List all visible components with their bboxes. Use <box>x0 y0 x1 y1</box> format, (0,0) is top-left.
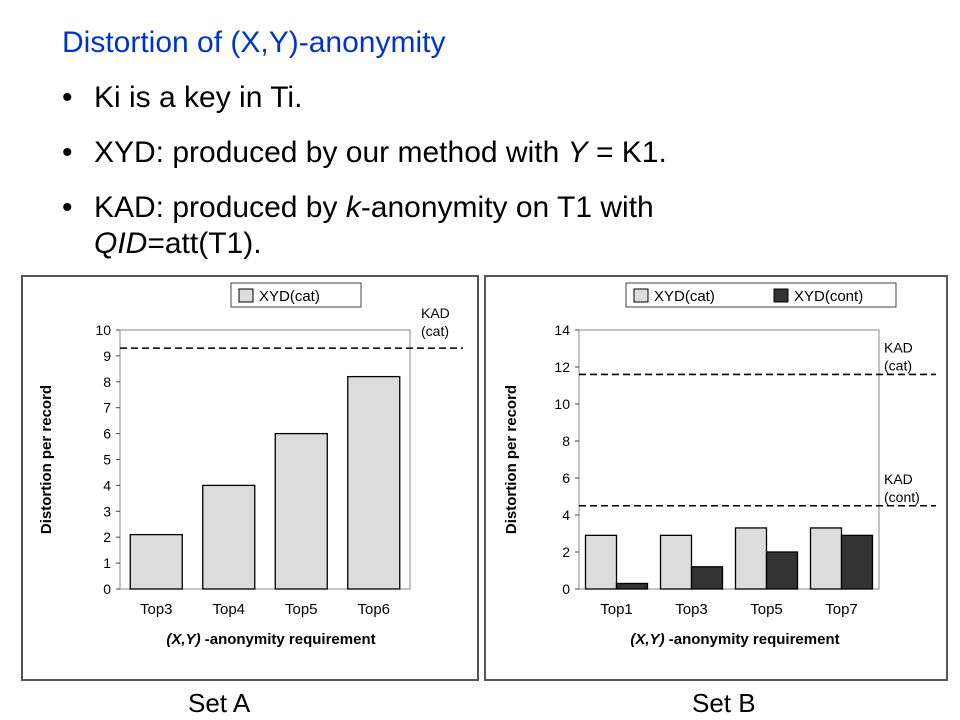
y-tick-label: 4 <box>562 507 570 523</box>
bar-top3-cont <box>690 566 724 590</box>
slide-title: Distortion of (X,Y)-anonymity <box>62 26 446 59</box>
y-tick-label: 1 <box>103 555 111 571</box>
bullet-1-text: Ki is a key in Ti. <box>94 81 303 114</box>
y-tick-label: 7 <box>103 400 111 416</box>
x-axis-label-italic: (X,Y) <box>166 631 200 648</box>
y-tick-label: 2 <box>103 529 111 545</box>
legend-entry-cat: XYD(cat) <box>259 288 320 305</box>
y-tick-label: 6 <box>103 426 111 442</box>
reference-label-kind: (cont) <box>884 489 920 505</box>
x-tick-label: Top3 <box>675 601 708 618</box>
bullet-list: • Ki is a key in Ti. • XYD: produced by ou… <box>62 80 667 281</box>
x-tick-label: Top7 <box>825 601 858 618</box>
x-axis-label: (X,Y) -anonymity requirement <box>166 631 375 648</box>
legend-swatch-cont <box>773 288 789 303</box>
y-tick-label: 9 <box>103 348 111 364</box>
x-tick-label: Top4 <box>212 601 245 618</box>
bar-top7-cont <box>840 534 874 590</box>
legend-entry-cat: XYD(cat) <box>654 288 715 305</box>
chart-panel-set-b: 0 2 4 6 8 10 12 14 Top1 Top3 Top5 Top7 KAD (cat) KAD (c… <box>484 275 948 681</box>
reference-label-kind: (cat) <box>421 323 449 339</box>
bullet-3-italic: k <box>345 191 361 224</box>
x-tick-label: Top6 <box>357 601 390 618</box>
x-axis-label-text: -anonymity requirement <box>665 631 840 648</box>
chart-panel-set-a: 0 1 2 3 4 5 6 7 8 9 10 Top3 Top4 Top5 Top6 KAD (cat) XYD(… <box>21 275 479 681</box>
x-axis-label: (X,Y) -anonymity requirement <box>630 631 839 648</box>
x-tick-label: Top1 <box>600 601 633 618</box>
plot-area <box>578 329 880 590</box>
y-axis-label: Distortion per record <box>503 385 520 534</box>
legend-entry-cont: XYD(cont) <box>794 288 863 305</box>
y-tick-label: 0 <box>562 581 570 597</box>
reference-label-kad: KAD <box>884 339 913 355</box>
y-tick-label: 0 <box>103 581 111 597</box>
y-tick-label: 12 <box>554 359 570 375</box>
bullet-3-line2-post: =att(T1). <box>147 227 262 260</box>
y-tick-label: 8 <box>562 433 570 449</box>
bar-top5-cat <box>274 432 328 590</box>
bar-top5-cont <box>765 551 799 590</box>
bar-top7-cat <box>809 527 843 590</box>
reference-label-kad: KAD <box>421 305 450 321</box>
bar-top1-cont <box>615 582 649 590</box>
bullet-3: • KAD: produced by k-anonymity on T1 with… <box>62 190 667 262</box>
bar-top6-cat <box>347 375 401 590</box>
y-tick-label: 8 <box>103 374 111 390</box>
bar-top3-cat <box>659 534 693 590</box>
legend-swatch-cat <box>633 288 649 303</box>
x-tick-label: Top3 <box>140 601 173 618</box>
bullet-2: • XYD: produced by our method with Y = K1… <box>62 136 667 169</box>
x-tick-label: Top5 <box>285 601 318 618</box>
chart-set-b: 0 2 4 6 8 10 12 14 Top1 Top3 Top5 Top7 KAD (cat) KAD (c… <box>503 282 936 648</box>
bar-top1-cat <box>584 534 618 590</box>
bullet-2-post: = K1. <box>587 136 667 169</box>
bar-top3-cat <box>129 533 183 590</box>
bullet-2-italic: Y <box>567 136 588 169</box>
bullet-3-line2: QID=att(T1). <box>94 226 667 262</box>
bullet-3-pre: KAD: produced by <box>94 191 346 224</box>
y-tick-label: 2 <box>562 544 570 560</box>
y-tick-label: 10 <box>554 396 570 412</box>
y-tick-label: 5 <box>103 452 111 468</box>
reference-label-kind: (cat) <box>884 357 912 373</box>
y-tick-label: 6 <box>562 470 570 486</box>
bullet-3-line2-italic: QID <box>94 227 148 260</box>
bullet-1: • Ki is a key in Ti. <box>62 81 303 114</box>
x-axis-label-italic: (X,Y) <box>630 631 664 648</box>
set-a-label: Set A <box>188 688 251 718</box>
reference-label-kad: KAD <box>884 471 913 487</box>
bar-top4-cat <box>202 484 256 590</box>
y-tick-label: 4 <box>103 477 111 493</box>
legend-swatch-cat <box>238 288 254 303</box>
legend-box <box>625 282 897 308</box>
y-axis-label: Distortion per record <box>38 385 55 534</box>
bullet-2-pre: XYD: produced by our method with <box>94 136 568 169</box>
y-tick-label: 3 <box>103 503 111 519</box>
y-tick-label: 10 <box>95 322 111 338</box>
x-tick-label: Top5 <box>750 601 783 618</box>
y-tick-label: 14 <box>554 322 570 338</box>
set-b-label: Set B <box>692 688 756 718</box>
bullet-3-post: -anonymity on T1 with <box>360 191 654 224</box>
bar-top5-cat <box>734 527 768 590</box>
chart-set-a: 0 1 2 3 4 5 6 7 8 9 10 Top3 Top4 Top5 Top6 KAD (cat) XYD(… <box>38 282 463 648</box>
x-axis-label-text: -anonymity requirement <box>201 631 376 648</box>
